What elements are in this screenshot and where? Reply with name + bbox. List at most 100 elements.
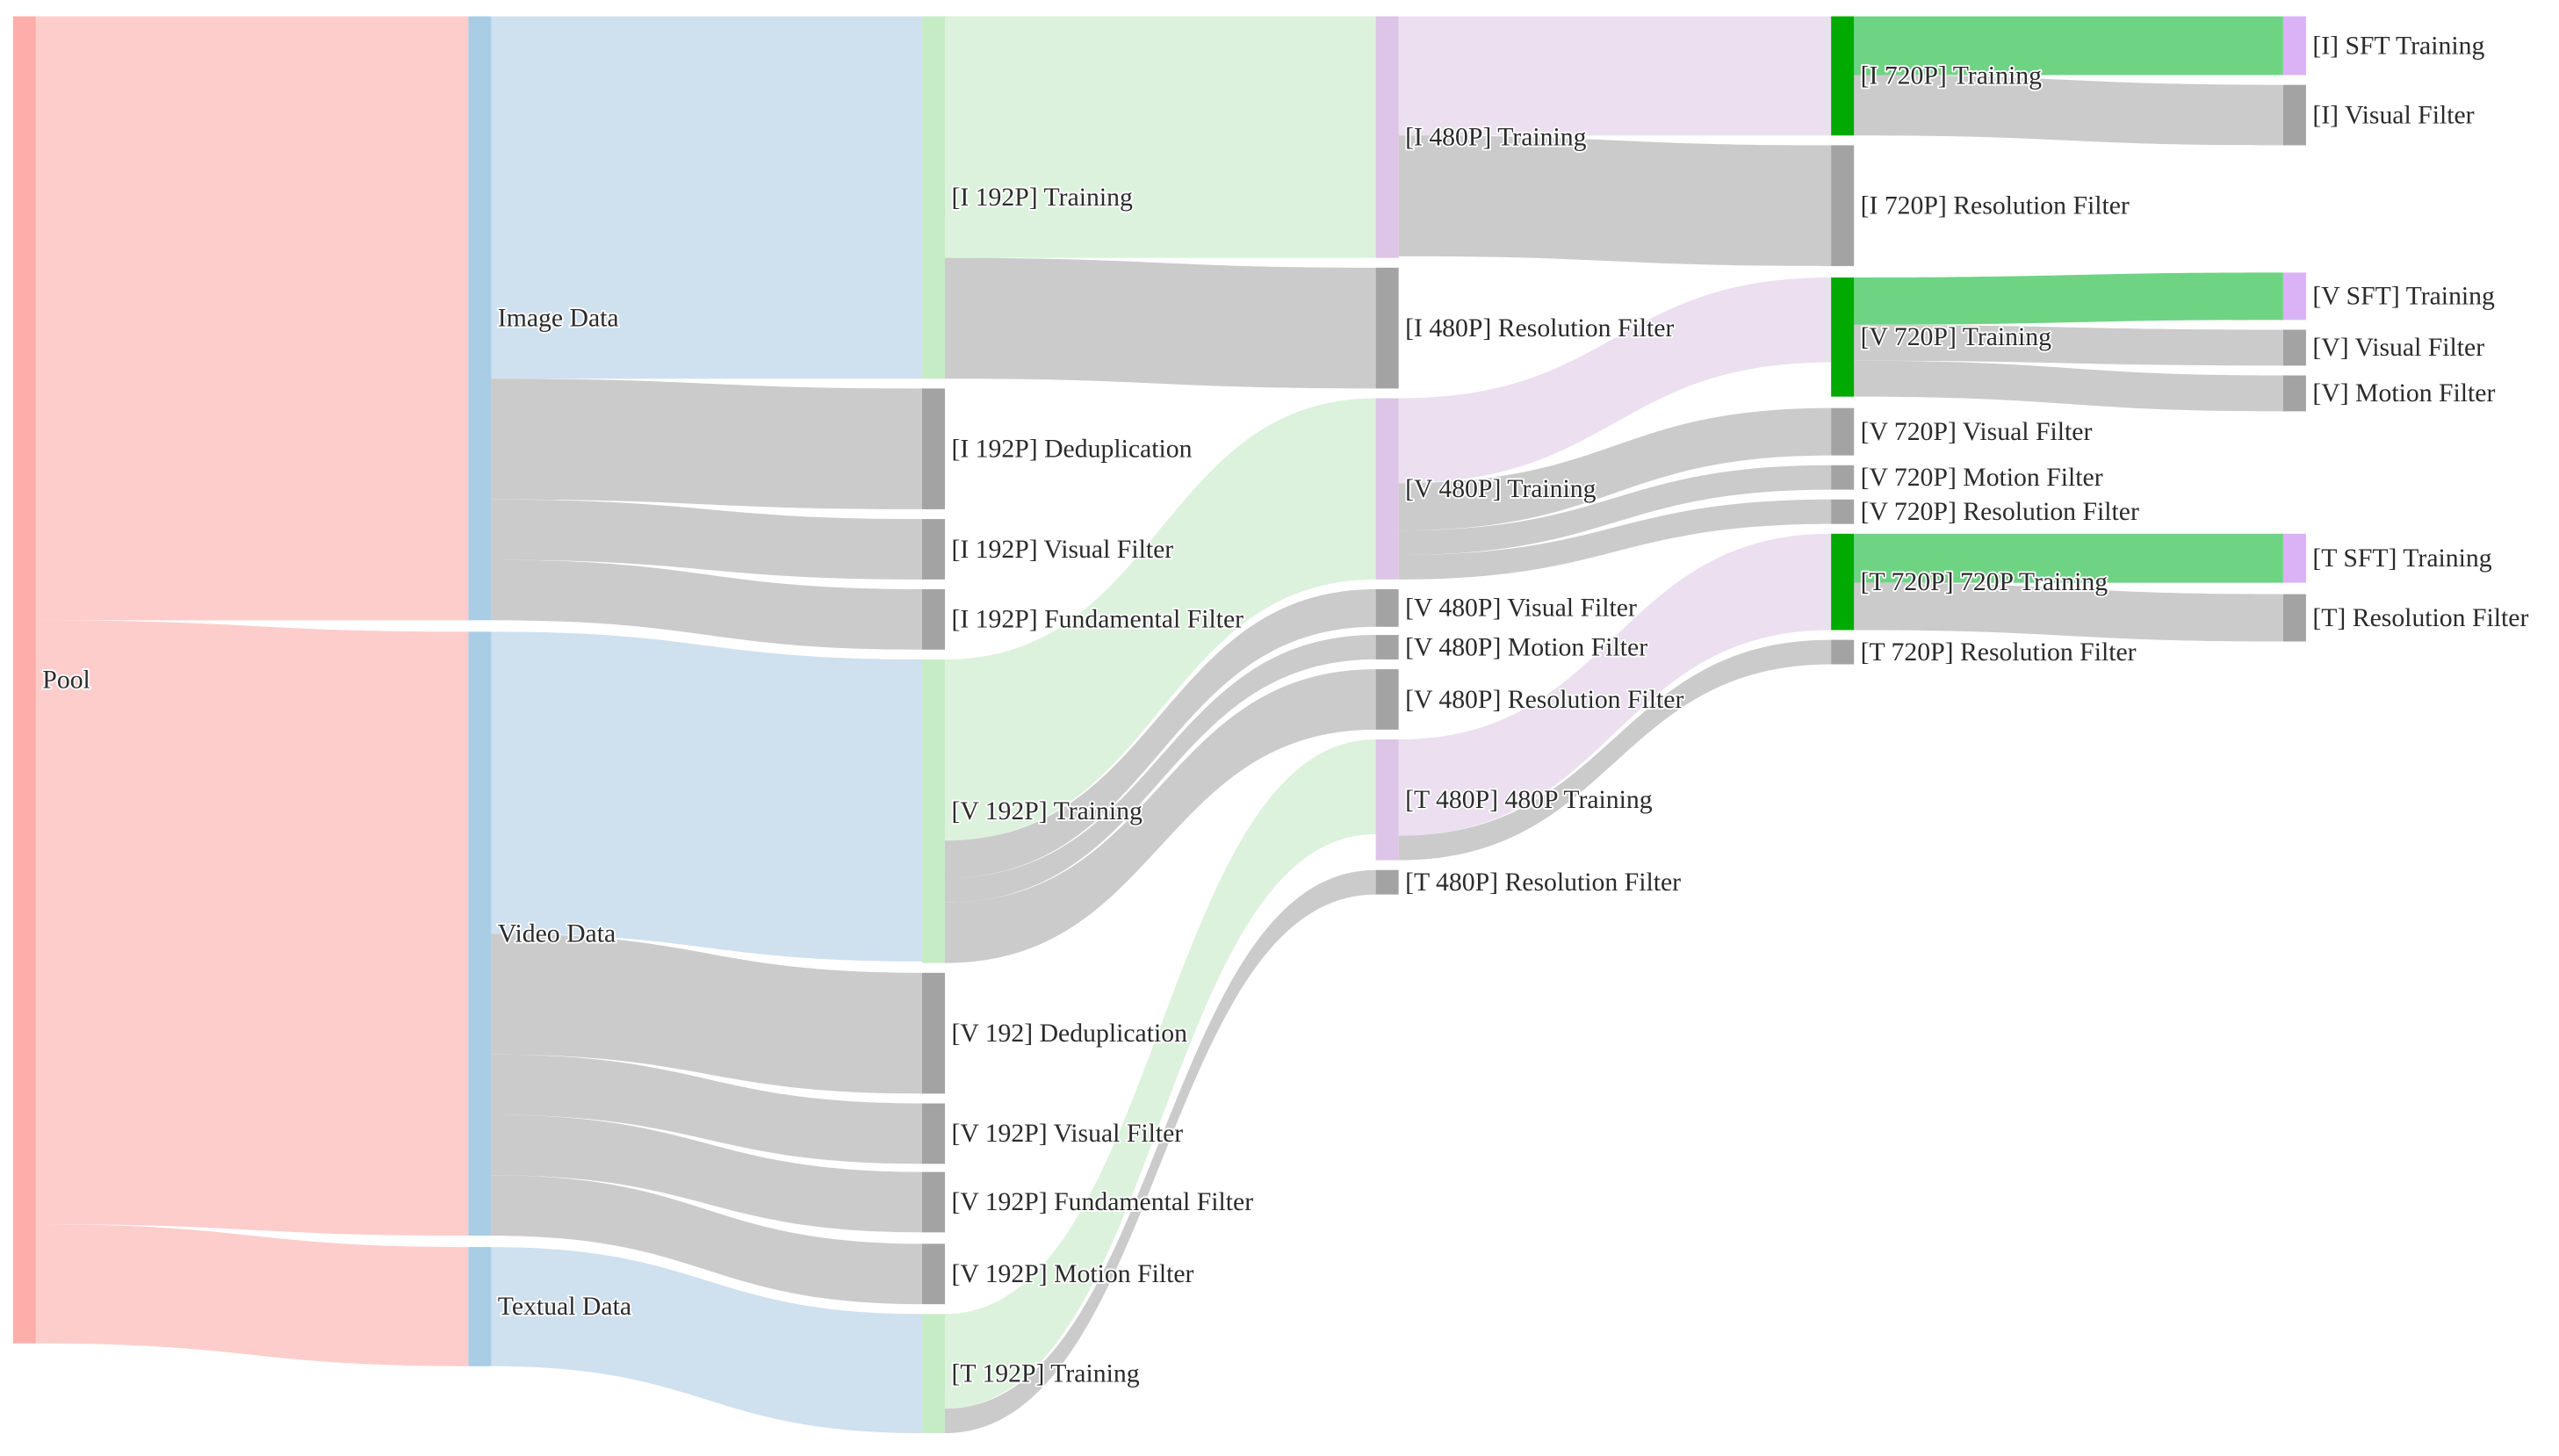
node-label-v-motion-filter: [V] Motion Filter bbox=[2312, 379, 2495, 407]
link-pool-to-image-data[interactable] bbox=[35, 16, 469, 621]
node-i-192p-visual-filter[interactable] bbox=[922, 519, 946, 580]
link-image-data-to-i-192p-visual-filter[interactable] bbox=[491, 499, 923, 580]
node-t-480p-480p-training[interactable] bbox=[1375, 739, 1399, 861]
node-v-720p-training[interactable] bbox=[1831, 277, 1855, 397]
node-label-v-sft-training: [V SFT] Training bbox=[2312, 283, 2495, 311]
node-t-192p-training[interactable] bbox=[922, 1314, 946, 1433]
link-v-720p-training-to-v-sft-training[interactable] bbox=[1854, 272, 2283, 325]
link-t-480p-480p-training-to-t-720p-720p-training[interactable] bbox=[1398, 533, 1832, 836]
node-label-v-720p-motion-filter: [V 720P] Motion Filter bbox=[1861, 464, 2103, 492]
link-video-data-to-v-192p-fundamental-filter[interactable] bbox=[491, 1114, 923, 1233]
node-v-480p-resolution-filter[interactable] bbox=[1375, 669, 1399, 730]
node-i-192p-fundamental-filter[interactable] bbox=[922, 589, 946, 650]
node-t-720p-720p-training[interactable] bbox=[1831, 533, 1855, 631]
node-v-visual-filter[interactable] bbox=[2282, 329, 2306, 366]
link-textual-data-to-t-192p-training[interactable] bbox=[491, 1247, 923, 1433]
link-i-720p-training-to-i-visual-filter[interactable] bbox=[1854, 75, 2283, 146]
node-i-192p-deduplication[interactable] bbox=[922, 388, 946, 509]
node-i-480p-training[interactable] bbox=[1375, 16, 1399, 258]
node-label-t-resolution-filter: [T] Resolution Filter bbox=[2312, 604, 2528, 632]
node-label-v-720p-resolution-filter: [V 720P] Resolution Filter bbox=[1861, 498, 2139, 526]
node-label-i-480p-training: [I 480P] Training bbox=[1405, 123, 1587, 151]
node-label-v-720p-training: [V 720P] Training bbox=[1861, 323, 2052, 351]
node-v-480p-training[interactable] bbox=[1375, 398, 1399, 580]
link-t-720p-720p-training-to-t-resolution-filter[interactable] bbox=[1854, 582, 2283, 642]
link-t-192p-training-to-t-480p-480p-training[interactable] bbox=[945, 739, 1376, 1409]
node-v-480p-motion-filter[interactable] bbox=[1375, 635, 1399, 660]
link-v-480p-training-to-v-720p-training[interactable] bbox=[1398, 277, 1832, 484]
node-v-192-deduplication[interactable] bbox=[922, 972, 946, 1094]
link-i-480p-training-to-i-720p-resolution-filter[interactable] bbox=[1398, 135, 1832, 266]
link-pool-to-video-data[interactable] bbox=[35, 620, 469, 1236]
link-t-480p-480p-training-to-t-720p-resolution-filter[interactable] bbox=[1398, 639, 1832, 861]
labels-layer: Pool Image Data Video Data Textual Data [I 1… bbox=[40, 30, 2530, 1389]
link-video-data-to-v-192p-motion-filter[interactable] bbox=[491, 1175, 923, 1305]
link-i-720p-training-to-i-sft-training[interactable] bbox=[1854, 16, 2283, 76]
node-i-sft-training[interactable] bbox=[2282, 16, 2306, 76]
link-v-480p-training-to-v-720p-motion-filter[interactable] bbox=[1398, 465, 1832, 555]
node-label-textual-data: Textual Data bbox=[498, 1293, 631, 1321]
link-video-data-to-v-192-deduplication[interactable] bbox=[491, 933, 923, 1094]
node-label-v-192-deduplication: [V 192] Deduplication bbox=[951, 1020, 1187, 1048]
node-i-192p-training[interactable] bbox=[922, 16, 946, 379]
node-t-720p-resolution-filter[interactable] bbox=[1831, 639, 1855, 665]
link-image-data-to-i-192p-fundamental-filter[interactable] bbox=[491, 559, 923, 650]
node-v-192p-training[interactable] bbox=[922, 659, 946, 963]
node-i-480p-resolution-filter[interactable] bbox=[1375, 267, 1399, 389]
link-pool-to-textual-data[interactable] bbox=[35, 1224, 469, 1366]
node-video-data[interactable] bbox=[468, 631, 492, 1236]
node-label-v-480p-training: [V 480P] Training bbox=[1405, 475, 1597, 503]
node-t-480p-resolution-filter[interactable] bbox=[1375, 869, 1399, 895]
node-label-t-720p-720p-training: [T 720P] 720P Training bbox=[1861, 568, 2108, 596]
node-v-192p-motion-filter[interactable] bbox=[922, 1243, 946, 1305]
node-t-sft-training[interactable] bbox=[2282, 533, 2306, 583]
link-i-192p-training-to-i-480p-training[interactable] bbox=[945, 16, 1376, 258]
link-image-data-to-i-192p-training[interactable] bbox=[491, 16, 923, 379]
node-t-resolution-filter[interactable] bbox=[2282, 594, 2306, 642]
node-v-720p-motion-filter[interactable] bbox=[1831, 465, 1855, 490]
node-v-192p-visual-filter[interactable] bbox=[922, 1103, 946, 1164]
link-v-192p-training-to-v-480p-resolution-filter[interactable] bbox=[945, 669, 1376, 963]
link-v-480p-training-to-v-720p-visual-filter[interactable] bbox=[1398, 407, 1832, 531]
node-label-v-720p-visual-filter: [V 720P] Visual Filter bbox=[1861, 418, 2093, 446]
node-label-v-480p-motion-filter: [V 480P] Motion Filter bbox=[1405, 633, 1647, 661]
node-pool[interactable] bbox=[12, 16, 36, 1344]
node-label-v-480p-resolution-filter: [V 480P] Resolution Filter bbox=[1405, 686, 1683, 714]
node-label-v-192p-fundamental-filter: [V 192P] Fundamental Filter bbox=[951, 1188, 1253, 1216]
link-video-data-to-v-192p-visual-filter[interactable] bbox=[491, 1054, 923, 1164]
node-label-i-192p-training: [I 192P] Training bbox=[951, 184, 1133, 212]
node-label-i-192p-visual-filter: [I 192P] Visual Filter bbox=[951, 536, 1173, 564]
link-v-192p-training-to-v-480p-training[interactable] bbox=[945, 398, 1376, 841]
link-t-720p-720p-training-to-t-sft-training[interactable] bbox=[1854, 533, 2283, 583]
node-label-video-data: Video Data bbox=[498, 919, 616, 948]
link-i-192p-training-to-i-480p-resolution-filter[interactable] bbox=[945, 257, 1376, 389]
node-label-t-192p-training: [T 192P] Training bbox=[951, 1359, 1139, 1388]
node-label-t-480p-resolution-filter: [T 480P] Resolution Filter bbox=[1405, 869, 1681, 897]
node-label-i-192p-deduplication: [I 192P] Deduplication bbox=[951, 435, 1192, 463]
link-v-192p-training-to-v-480p-motion-filter[interactable] bbox=[945, 635, 1376, 903]
node-label-t-sft-training: [T SFT] Training bbox=[2312, 544, 2491, 573]
node-v-720p-resolution-filter[interactable] bbox=[1831, 499, 1855, 524]
node-image-data[interactable] bbox=[468, 16, 492, 621]
node-v-motion-filter[interactable] bbox=[2282, 375, 2306, 412]
node-i-720p-training[interactable] bbox=[1831, 16, 1855, 136]
link-video-data-to-v-192p-training[interactable] bbox=[491, 631, 923, 962]
link-t-192p-training-to-t-480p-resolution-filter[interactable] bbox=[945, 869, 1376, 1433]
link-v-720p-training-to-v-motion-filter[interactable] bbox=[1854, 360, 2283, 412]
link-v-192p-training-to-v-480p-visual-filter[interactable] bbox=[945, 589, 1376, 879]
node-v-720p-visual-filter[interactable] bbox=[1831, 407, 1855, 456]
link-v-720p-training-to-v-visual-filter[interactable] bbox=[1854, 324, 2283, 366]
node-v-sft-training[interactable] bbox=[2282, 272, 2306, 321]
node-v-480p-visual-filter[interactable] bbox=[1375, 589, 1399, 627]
link-image-data-to-i-192p-deduplication[interactable] bbox=[491, 378, 923, 509]
node-i-720p-resolution-filter[interactable] bbox=[1831, 145, 1855, 266]
link-v-480p-training-to-v-720p-resolution-filter[interactable] bbox=[1398, 499, 1832, 580]
node-label-i-720p-resolution-filter: [I 720P] Resolution Filter bbox=[1861, 191, 2130, 220]
link-i-480p-training-to-i-720p-training[interactable] bbox=[1398, 16, 1832, 136]
node-label-t-720p-resolution-filter: [T 720P] Resolution Filter bbox=[1861, 638, 2137, 667]
node-label-i-sft-training: [I] SFT Training bbox=[2312, 32, 2484, 60]
node-i-visual-filter[interactable] bbox=[2282, 84, 2306, 146]
node-label-v-192p-training: [V 192P] Training bbox=[951, 797, 1143, 825]
node-v-192p-fundamental-filter[interactable] bbox=[922, 1171, 946, 1233]
node-textual-data[interactable] bbox=[468, 1247, 492, 1366]
